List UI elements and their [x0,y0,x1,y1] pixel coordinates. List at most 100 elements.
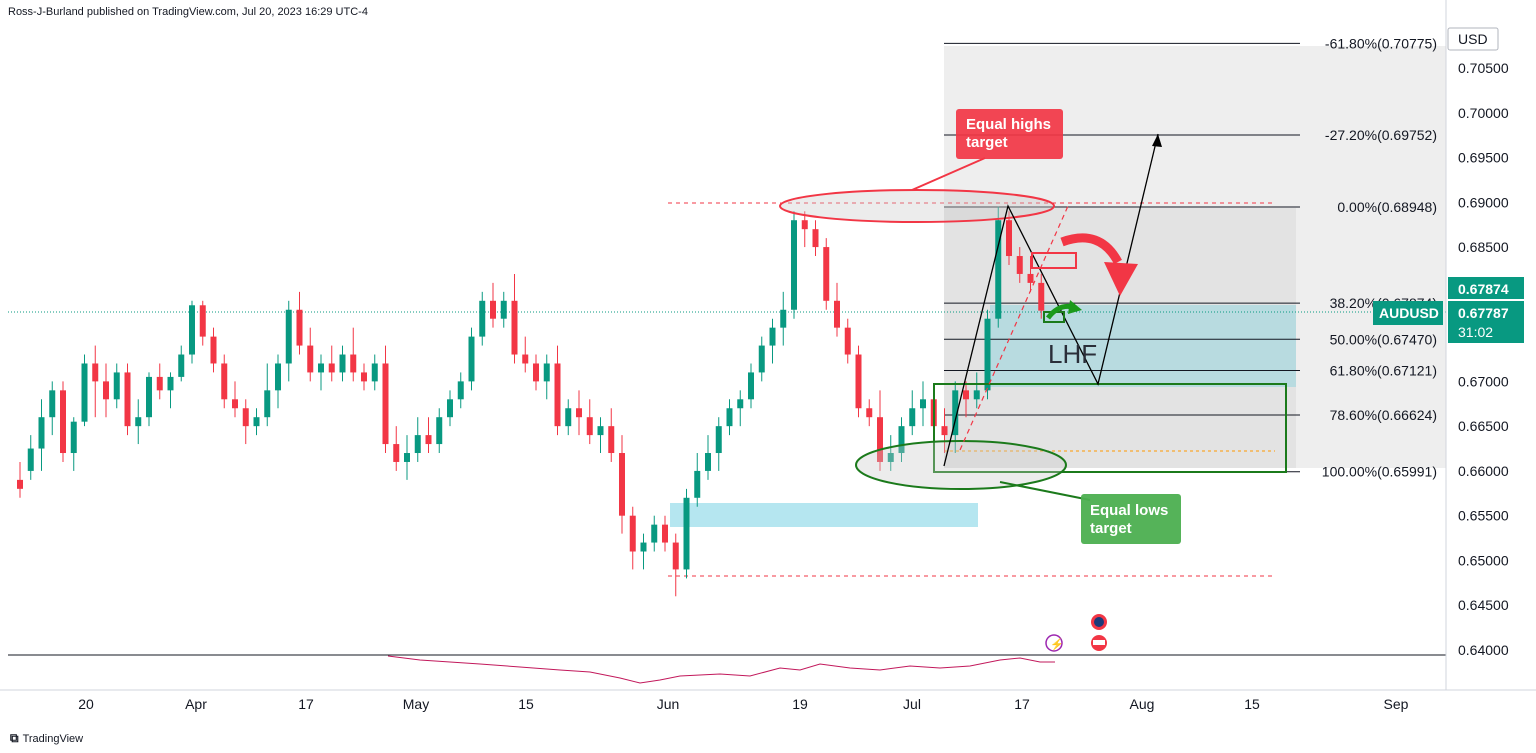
flag-au-icon-inner [1094,617,1104,627]
price-tick-label: 0.70500 [1458,60,1509,76]
equal-highs-ellipse [779,189,1055,223]
candle-body [436,417,443,445]
candle-body [608,426,615,454]
high-price-value: 0.67874 [1458,281,1509,297]
candle-body [511,300,518,355]
equal-lows-callout-pointer [999,481,1091,501]
candle-body [199,305,206,337]
demand-zone [670,503,978,527]
fibonacci-levels: -61.80%(0.70775) -27.20%(0.69752) 0.00%(0.… [944,35,1437,480]
candle-body [737,399,744,409]
time-tick-label: 17 [298,696,314,712]
fib-level-label: 50.00%(0.67470) [1330,331,1437,347]
candle-body [715,426,722,454]
symbol-label: AUDUSD [1379,305,1439,321]
candle-body [275,363,281,391]
candle-body [554,363,561,427]
candle-body [210,336,217,364]
candle-body [576,408,582,418]
price-tick-label: 0.64000 [1458,642,1509,658]
time-tick-label: 15 [1244,696,1260,712]
arrowhead-icon [1152,134,1162,147]
time-tick-label: 17 [1014,696,1030,712]
candle-body [393,444,400,462]
candle-body [285,309,292,364]
candle-body [769,327,776,346]
time-axis[interactable]: 20 Apr 17 May 15 Jun 19 Jul 17 Aug 15 Sep [78,696,1408,712]
lightning-icon[interactable] [1045,634,1063,652]
candle-body [307,345,314,373]
price-tick-label: 0.66000 [1458,463,1509,479]
candle-body [468,336,475,382]
candle-body [447,399,453,418]
candle-body [38,417,45,449]
flag-us-icon-stripe [1093,640,1105,645]
candle-body [167,376,174,391]
candle-body [834,300,840,328]
candle-body [995,220,1002,319]
equal-highs-callout [956,109,1063,159]
candle-body [780,309,787,328]
fib-level-label: -61.80%(0.70775) [1325,35,1437,51]
candle-body [619,453,625,516]
candle-body [586,417,593,436]
candle-body [457,381,464,400]
candle-body [500,300,507,319]
candle-body [898,426,905,454]
candle-body [1027,273,1034,283]
candles-group [17,206,1045,597]
candle-body [221,363,228,400]
high-price-tag [1448,277,1524,299]
candle-body [941,426,948,436]
price-tick-label: 0.70000 [1458,105,1509,121]
candle-body [565,408,572,427]
equal-lows-callout-line2: target [1090,520,1132,537]
candle-body [81,363,88,422]
candle-body [855,354,862,409]
candle-body [27,448,34,471]
projection-path [943,133,1159,467]
last-price-tag [1448,301,1524,343]
price-tick-label: 0.67000 [1458,373,1509,389]
candle-body [748,372,754,400]
currency-label: USD [1458,31,1488,47]
candle-body [490,300,496,319]
candle-body [823,247,830,301]
time-tick-label: Sep [1384,696,1409,712]
candle-body [694,470,701,498]
lhf-label: LHF [1048,339,1097,369]
price-axis: 0.705000.700000.695000.690000.685000.680… [1458,60,1509,658]
fib-level-label: 100.00%(0.65991) [1322,464,1437,480]
candle-body [242,408,249,427]
candle-body [1016,256,1023,274]
candle-body [414,435,421,454]
equal-lows-callout [1081,494,1181,544]
price-tick-label: 0.65500 [1458,508,1509,524]
countdown-value: 31:02 [1458,324,1493,340]
candle-body [801,220,808,230]
last-price-value: 0.67787 [1458,305,1509,321]
equal-lows-ellipse [855,440,1067,490]
candle-body [597,426,604,436]
green-arrowhead-icon [1068,300,1082,314]
candle-body [60,390,66,454]
candle-body [1006,220,1012,257]
candle-body [264,390,271,418]
candle-body [318,363,324,373]
candle-body [361,372,367,382]
tradingview-logo-icon: ⧉ [10,731,19,745]
candle-body [135,417,142,427]
candle-body [726,408,733,427]
time-tick-label: Jul [903,696,921,712]
candle-body [124,372,131,427]
candle-body [404,453,410,462]
currency-box[interactable] [1447,27,1499,51]
candle-body [973,390,980,400]
supply-marker [1031,252,1077,269]
candle-body [1038,282,1045,311]
time-tick-label: 19 [792,696,808,712]
candle-body [877,417,883,462]
red-arrowhead-icon [1104,262,1138,296]
equal-highs-callout-pointer [911,157,986,191]
